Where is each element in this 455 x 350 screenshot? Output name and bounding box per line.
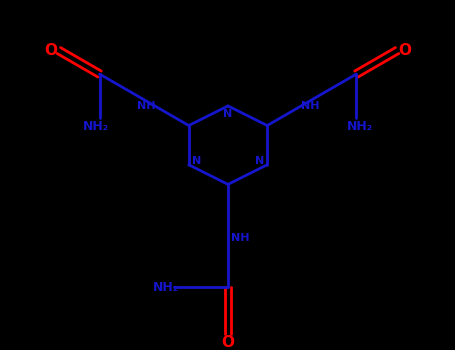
Text: NH₂: NH₂ — [347, 120, 374, 133]
Text: O: O — [45, 43, 57, 58]
Text: O: O — [222, 335, 234, 350]
Text: NH: NH — [231, 233, 249, 243]
Text: O: O — [399, 43, 411, 58]
Text: NH: NH — [301, 102, 319, 111]
Text: NH₂: NH₂ — [153, 281, 179, 294]
Text: NH₂: NH₂ — [83, 120, 109, 133]
Text: NH: NH — [136, 102, 155, 111]
Text: N: N — [255, 156, 264, 166]
Text: N: N — [192, 156, 201, 166]
Text: N: N — [223, 109, 233, 119]
